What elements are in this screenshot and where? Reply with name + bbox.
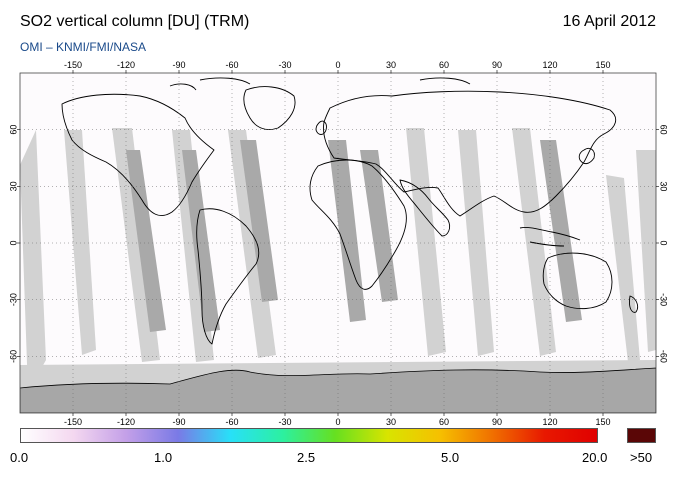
colorbar-label-3: 5.0	[441, 450, 460, 465]
map-date: 16 April 2012	[562, 13, 656, 30]
arabia-india-coast	[399, 179, 451, 237]
lat-label-right: 60	[659, 125, 669, 135]
lon-label-bottom: 0	[335, 417, 340, 427]
axis-labels: -150 -150 -120 -120 -90 -90 -60 -60 -30 -30 0 0 30 30…	[8, 60, 668, 427]
lat-label-left: 60	[8, 125, 18, 135]
lon-label-top: -60	[225, 60, 238, 70]
lon-label-top: 60	[439, 60, 449, 70]
lat-label-left: -60	[8, 350, 18, 363]
lon-label-bottom: -60	[225, 417, 238, 427]
data-source-credit: OMI – KNMI/FMI/NASA	[20, 40, 147, 54]
eurasia-coast	[323, 90, 617, 217]
colorbar-label-4: 20.0	[582, 450, 608, 465]
africa-coast	[309, 159, 407, 290]
lat-label-right: 0	[659, 240, 669, 245]
new-zealand-coast	[629, 295, 639, 313]
indonesia-coast	[519, 227, 581, 247]
lon-label-top: 150	[595, 60, 610, 70]
lon-label-bottom: -150	[64, 417, 82, 427]
colorbar-label-1: 1.0	[154, 450, 173, 465]
colorbar	[20, 428, 598, 443]
map-title: SO2 vertical column [DU] (TRM)	[20, 13, 250, 30]
lat-label-left: -30	[8, 293, 18, 306]
lon-label-top: -150	[64, 60, 82, 70]
lon-label-bottom: 30	[386, 417, 396, 427]
greenland-coast	[243, 86, 296, 130]
arctic-islands-coast	[169, 77, 471, 91]
lon-label-bottom: 150	[595, 417, 610, 427]
lon-label-bottom: -30	[278, 417, 291, 427]
lat-label-right: 30	[659, 181, 669, 191]
lon-label-top: 90	[492, 60, 502, 70]
colorbar-label-0: 0.0	[10, 450, 29, 465]
lon-label-top: -90	[172, 60, 185, 70]
japan-coast	[578, 147, 595, 165]
colorbar-gradient	[21, 429, 597, 442]
colorbar-overflow-swatch	[627, 428, 656, 443]
lon-label-top: 30	[386, 60, 396, 70]
lon-label-top: 120	[542, 60, 557, 70]
lat-label-right: -60	[659, 350, 669, 363]
coastlines	[61, 77, 639, 345]
lon-label-bottom: 60	[439, 417, 449, 427]
lon-label-bottom: 120	[542, 417, 557, 427]
lon-label-bottom: -120	[117, 417, 135, 427]
lon-label-bottom: 90	[492, 417, 502, 427]
colorbar-overflow-label: >50	[630, 450, 653, 465]
lon-label-bottom: -90	[172, 417, 185, 427]
lat-label-right: -30	[659, 293, 669, 306]
australia-coast	[542, 252, 613, 310]
axis-ticks	[17, 70, 659, 416]
lat-label-left: 30	[8, 181, 18, 191]
lat-label-left: 0	[8, 240, 18, 245]
north-america-coast	[61, 93, 215, 216]
lon-label-top: 0	[335, 60, 340, 70]
uk-coast	[315, 120, 327, 135]
colorbar-label-2: 2.5	[297, 450, 316, 465]
lon-label-top: -120	[117, 60, 135, 70]
graticule-lines	[20, 73, 656, 413]
south-america-coast	[196, 208, 260, 345]
lon-label-top: -30	[278, 60, 291, 70]
orbit-swaths-dark	[126, 140, 582, 332]
